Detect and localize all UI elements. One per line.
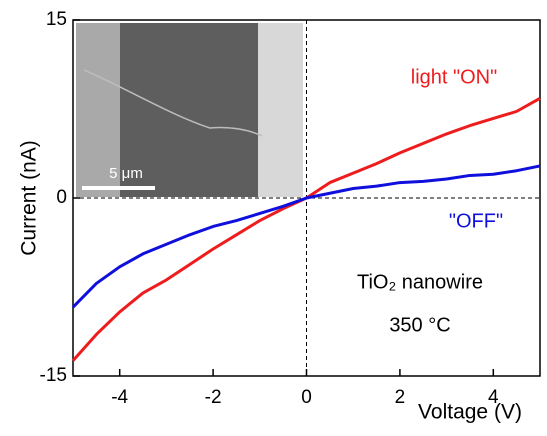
inset-nanowire	[83, 69, 263, 137]
x-tick-label: 0	[301, 387, 312, 408]
x-tick-label: -2	[205, 387, 222, 408]
x-tick-label: 2	[395, 387, 406, 408]
series-label: "OFF"	[449, 210, 503, 232]
x-tick-label: 4	[488, 387, 499, 408]
inset-image: 5 μm	[76, 23, 303, 197]
inset-electrode-gap	[120, 23, 260, 197]
annotation: 350 °C	[389, 314, 450, 336]
inset-electrode	[258, 23, 303, 197]
annotation: TiO₂ nanowire	[357, 271, 483, 293]
series-label: light "ON"	[411, 66, 497, 88]
y-tick-label: 0	[56, 187, 67, 208]
data-line	[71, 164, 541, 309]
y-axis-label: Current (nA)	[18, 140, 41, 256]
x-axis-label: Voltage (V)	[418, 401, 522, 424]
scale-label: 5 μm	[109, 165, 143, 182]
y-tick-label: -15	[40, 365, 67, 386]
y-tick-label: 15	[46, 9, 67, 30]
x-tick-label: -4	[111, 387, 128, 408]
